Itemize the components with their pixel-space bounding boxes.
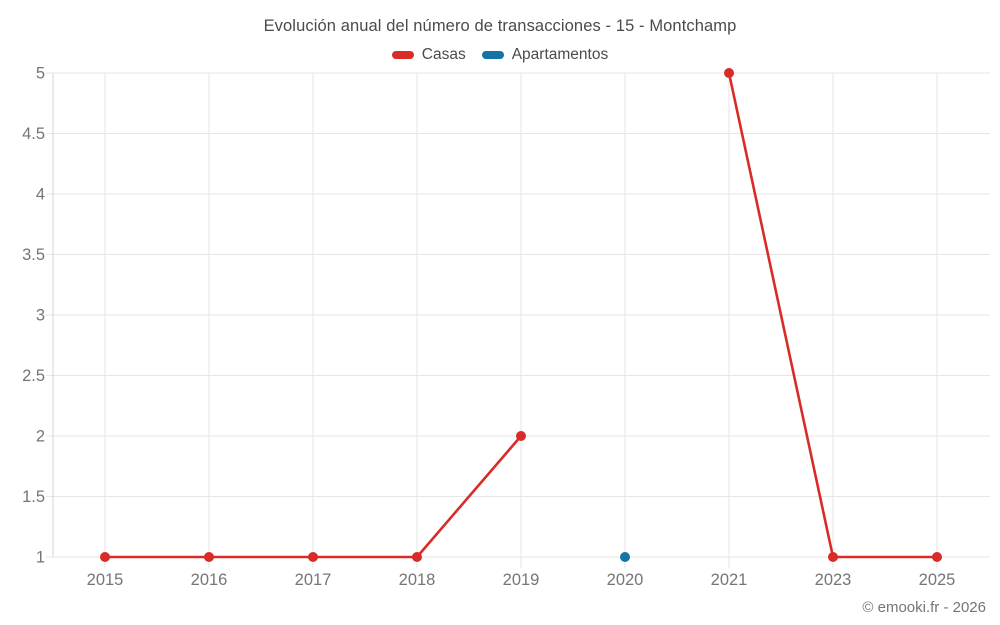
y-tick-label: 1.5 xyxy=(22,488,45,506)
data-point-casas-2019[interactable] xyxy=(516,431,526,441)
x-tick-label: 2016 xyxy=(191,571,228,589)
x-tick-label: 2025 xyxy=(919,571,956,589)
legend-item-apartamentos[interactable]: Apartamentos xyxy=(481,46,609,64)
y-tick-label: 4.5 xyxy=(22,125,45,143)
data-point-casas-2015[interactable] xyxy=(100,552,110,562)
y-tick-label: 2 xyxy=(36,428,45,446)
chart-title: Evolución anual del número de transaccio… xyxy=(263,17,737,35)
x-tick-label: 2017 xyxy=(295,571,332,589)
data-point-casas-2018[interactable] xyxy=(412,552,422,562)
data-point-apartamentos-2020[interactable] xyxy=(620,552,630,562)
data-point-casas-2023[interactable] xyxy=(828,552,838,562)
y-tick-label: 2.5 xyxy=(22,367,45,385)
x-tick-label: 2021 xyxy=(711,571,748,589)
x-tick-label: 2019 xyxy=(503,571,540,589)
y-tick-label: 1 xyxy=(36,549,45,567)
legend-label: Apartamentos xyxy=(511,46,609,63)
y-tick-label: 3.5 xyxy=(22,246,45,264)
legend-item-casas[interactable]: Casas xyxy=(391,46,466,64)
legend-swatch-casas xyxy=(391,51,414,59)
y-tick-label: 4 xyxy=(36,186,45,204)
data-point-casas-2025[interactable] xyxy=(932,552,942,562)
data-point-casas-2017[interactable] xyxy=(308,552,318,562)
legend-swatch-apartamentos xyxy=(481,51,504,59)
data-point-casas-2016[interactable] xyxy=(204,552,214,562)
x-tick-label: 2018 xyxy=(399,571,436,589)
y-tick-label: 5 xyxy=(36,65,45,83)
x-tick-label: 2020 xyxy=(607,571,644,589)
data-point-casas-2021[interactable] xyxy=(724,68,734,78)
x-tick-label: 2015 xyxy=(87,571,124,589)
chart-legend: Casas Apartamentos xyxy=(0,46,1000,64)
legend-label: Casas xyxy=(421,46,466,63)
x-tick-label: 2023 xyxy=(815,571,852,589)
y-tick-label: 3 xyxy=(36,307,45,325)
copyright-text: © emooki.fr - 2026 xyxy=(862,599,986,616)
